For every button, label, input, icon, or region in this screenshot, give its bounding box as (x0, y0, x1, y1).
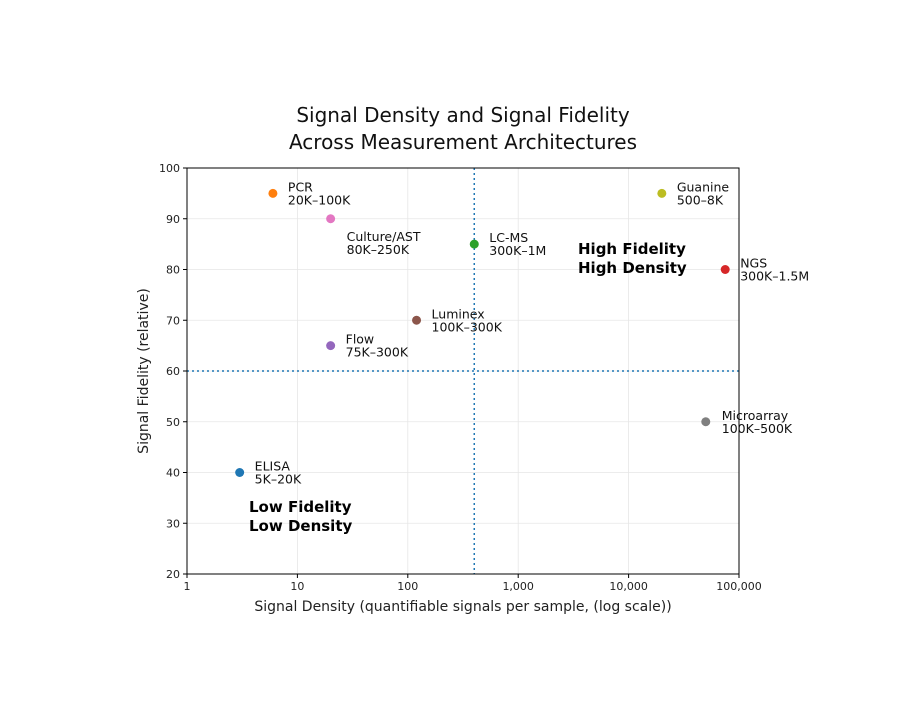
point-range-label: 300K–1.5M (740, 269, 809, 284)
x-tick-label: 1,000 (502, 580, 534, 593)
point-label: Culture/AST (347, 229, 421, 244)
point-label: NGS (740, 256, 767, 271)
quadrant-annotation-line: Low Density (249, 517, 352, 535)
data-point (701, 417, 711, 427)
x-tick-label: 10 (290, 580, 304, 593)
point-label: LC-MS (489, 230, 528, 245)
point-label: Guanine (677, 179, 730, 194)
data-point (469, 239, 479, 249)
data-point (720, 265, 730, 274)
point-label: Microarray (722, 408, 789, 423)
x-tick-label: 10,000 (609, 580, 648, 593)
quadrant-annotation-line: High Fidelity (578, 240, 686, 258)
y-tick-label: 30 (166, 517, 180, 530)
quadrant-annotation-line: High Density (578, 259, 687, 277)
chart-title-line-1: Signal Density and Signal Fidelity (296, 103, 630, 127)
point-range-label: 500–8K (677, 192, 724, 207)
y-tick-label: 20 (166, 568, 180, 581)
x-tick-label: 100 (397, 580, 418, 593)
data-points: PCR20K–100KCulture/AST80K–250KLC-MS300K–… (235, 179, 809, 487)
chart-title-line-2: Across Measurement Architectures (289, 130, 637, 154)
x-tick-label: 1 (184, 580, 191, 593)
x-tick-label: 100,000 (716, 580, 762, 593)
point-range-label: 100K–300K (432, 319, 503, 334)
data-point (268, 188, 278, 198)
y-tick-label: 60 (166, 365, 180, 378)
point-range-label: 5K–20K (255, 472, 302, 487)
y-tick-label: 90 (166, 213, 180, 226)
x-axis-label: Signal Density (quantifiable signals per… (254, 599, 671, 615)
y-tick-label: 100 (159, 162, 180, 175)
x-axis-ticks: 1 10 100 1,000 10,000 100,000 (184, 574, 762, 593)
point-range-label: 300K–1M (489, 243, 546, 258)
y-tick-label: 70 (166, 314, 180, 327)
chart-title: Signal Density and Signal Fidelity Acros… (289, 103, 637, 154)
point-label: ELISA (255, 459, 291, 474)
data-point (326, 214, 336, 224)
point-range-label: 100K–500K (722, 421, 793, 436)
data-point (412, 315, 422, 325)
point-label: Flow (346, 332, 375, 347)
point-range-label: 80K–250K (347, 242, 410, 257)
point-label: PCR (288, 179, 313, 194)
quadrant-annotation-line: Low Fidelity (249, 498, 352, 516)
data-point (657, 188, 667, 198)
data-point (235, 468, 245, 477)
data-point (326, 341, 336, 351)
y-tick-label: 40 (166, 467, 180, 480)
y-tick-label: 80 (166, 264, 180, 277)
y-tick-label: 50 (166, 416, 180, 429)
point-range-label: 20K–100K (288, 192, 351, 207)
point-range-label: 75K–300K (346, 345, 409, 360)
y-axis-label: Signal Fidelity (relative) (136, 288, 152, 454)
point-label: Luminex (432, 306, 485, 321)
y-axis-ticks: 20 30 40 50 60 70 80 90 100 (159, 162, 187, 581)
threshold-lines (187, 168, 739, 574)
